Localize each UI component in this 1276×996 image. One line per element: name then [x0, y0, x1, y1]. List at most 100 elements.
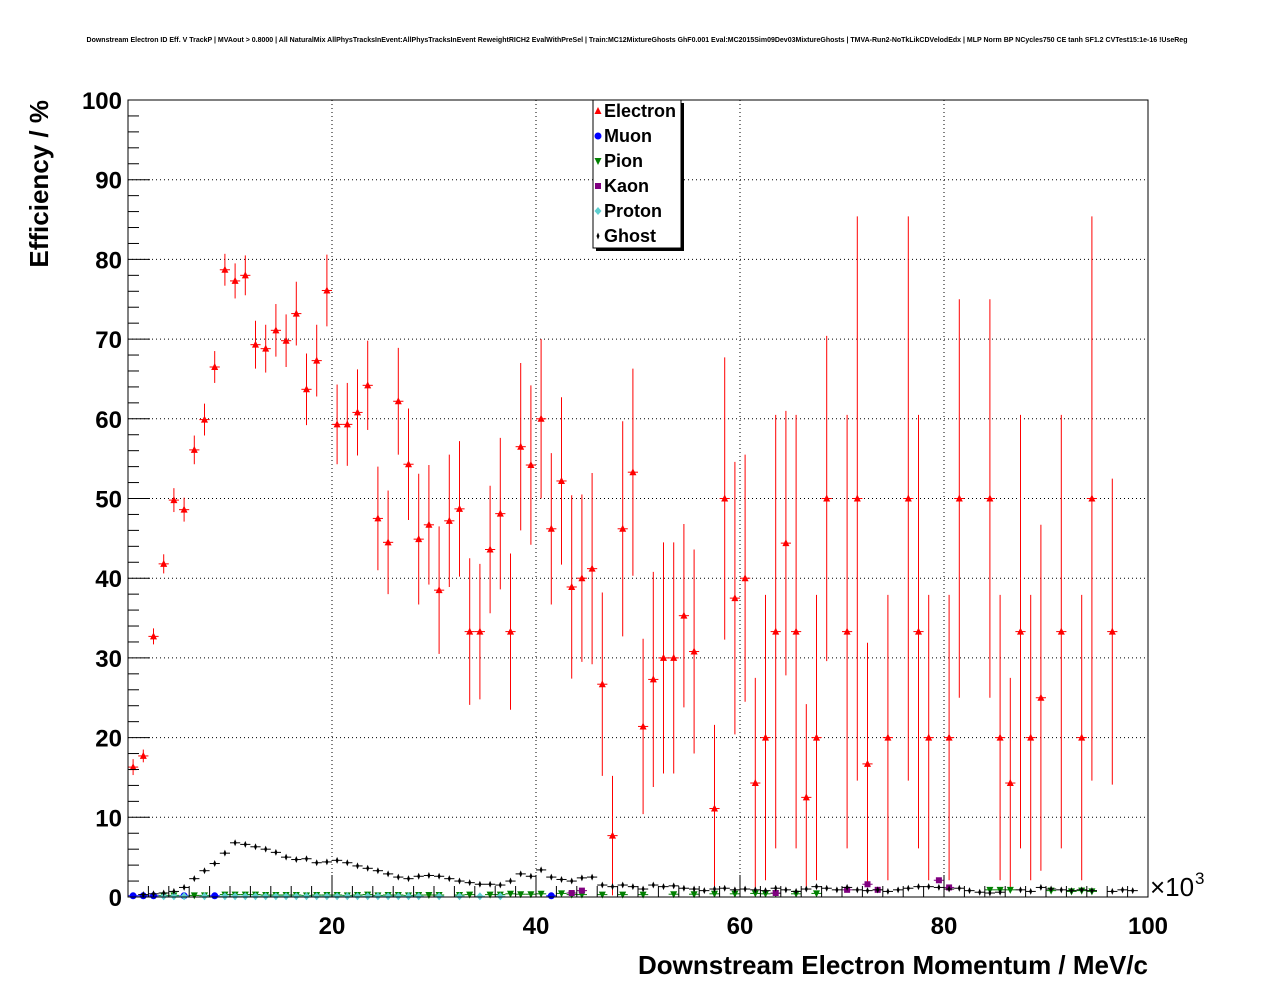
ghost-point	[560, 875, 563, 883]
electron-point	[823, 494, 831, 502]
ghost-point	[539, 866, 543, 874]
pion-point	[190, 892, 198, 900]
ghost-point	[447, 875, 451, 883]
electron-point	[384, 538, 392, 546]
y-tick-label: 80	[95, 247, 122, 274]
ghost-point	[192, 875, 196, 883]
electron-point	[1006, 779, 1014, 787]
ghost-point	[804, 885, 808, 893]
legend-label-electron: Electron	[604, 101, 676, 121]
ghost-point	[1049, 885, 1053, 893]
x-axis-multiplier: ×10 3	[1150, 869, 1204, 902]
ghost-point	[274, 848, 278, 856]
ghost-point	[152, 890, 155, 898]
ghost-point	[427, 871, 431, 879]
ghost-point	[723, 884, 727, 892]
ghost-point	[896, 886, 900, 894]
ghost-point	[182, 883, 186, 891]
proton-point	[415, 892, 423, 901]
ghost-point	[1131, 887, 1135, 895]
electron-point	[864, 759, 871, 767]
electron-point	[1017, 627, 1024, 635]
electron-point	[609, 831, 616, 839]
electron-point	[313, 356, 321, 364]
electron-point	[435, 586, 443, 594]
ghost-point	[305, 855, 308, 863]
electron-point	[547, 524, 555, 532]
electron-point	[1088, 494, 1096, 502]
ghost-point	[437, 872, 441, 880]
kaon-point	[568, 890, 575, 897]
ghost-point	[172, 887, 176, 895]
electron-point	[904, 494, 912, 502]
ghost-point	[213, 860, 217, 868]
proton-point	[374, 892, 382, 901]
ghost-point	[621, 881, 625, 889]
electron-point	[588, 564, 596, 572]
electron-point	[364, 381, 372, 389]
ghost-point	[682, 884, 686, 892]
electron-point	[782, 539, 790, 547]
electron-point	[374, 514, 382, 522]
ghost-point	[162, 889, 166, 897]
proton-point	[343, 892, 351, 901]
proton-point	[333, 892, 341, 901]
electron-point	[955, 494, 963, 502]
proton-point	[384, 892, 392, 901]
ghost-point	[968, 887, 971, 895]
electron-point	[690, 647, 698, 655]
proton-point	[496, 892, 504, 901]
y-tick-label: 20	[95, 726, 122, 753]
electron-point	[221, 265, 229, 273]
ghost-point	[988, 889, 992, 897]
electron-point	[741, 574, 749, 582]
electron-point	[660, 653, 667, 661]
ghost-point	[702, 887, 706, 895]
electron-point	[415, 535, 423, 543]
ghost-point	[784, 886, 788, 894]
ghost-point	[141, 891, 145, 899]
electron-point	[252, 340, 259, 348]
electron-point	[629, 468, 637, 476]
electron-point	[1037, 693, 1045, 701]
ghost-point	[203, 867, 206, 875]
electron-point	[139, 751, 147, 759]
electron-point	[241, 271, 249, 279]
legend-label-muon: Muon	[604, 126, 652, 146]
muon-point	[129, 892, 137, 900]
pion-point	[537, 890, 545, 898]
pion-point	[1006, 886, 1014, 894]
ghost-point	[937, 883, 941, 891]
legend: Electron Muon Pion Kaon Proton Ghost	[592, 99, 684, 251]
electron-point	[751, 779, 759, 787]
pion-point	[598, 891, 606, 899]
ghost-point	[753, 886, 757, 894]
electron-point	[211, 362, 219, 370]
proton-point	[405, 892, 412, 901]
legend-box	[592, 99, 682, 249]
electron-point	[802, 793, 810, 801]
pion-point	[639, 891, 647, 899]
y-tick-label: 30	[95, 646, 122, 673]
ghost-point	[794, 887, 798, 895]
y-axis-title: Efficiency / %	[24, 100, 54, 268]
ghost-point	[886, 887, 890, 895]
electron-point	[170, 496, 178, 504]
proton-point	[364, 892, 372, 901]
proton-point	[201, 892, 208, 901]
ghost-point	[906, 884, 910, 892]
electron-point	[201, 415, 208, 423]
ghost-point	[345, 859, 349, 867]
y-tick-label: 50	[95, 487, 122, 514]
legend-marker-pion	[594, 158, 602, 165]
pion-point	[558, 890, 565, 898]
electron-point	[466, 627, 474, 635]
ghost-point	[733, 886, 737, 894]
ghost-point	[1080, 886, 1084, 894]
proton-point	[476, 892, 484, 901]
ghost-point	[529, 872, 533, 880]
proton-point	[241, 892, 249, 901]
electron-point	[445, 516, 453, 524]
ghost-point	[825, 884, 829, 892]
proton-point	[282, 892, 290, 901]
